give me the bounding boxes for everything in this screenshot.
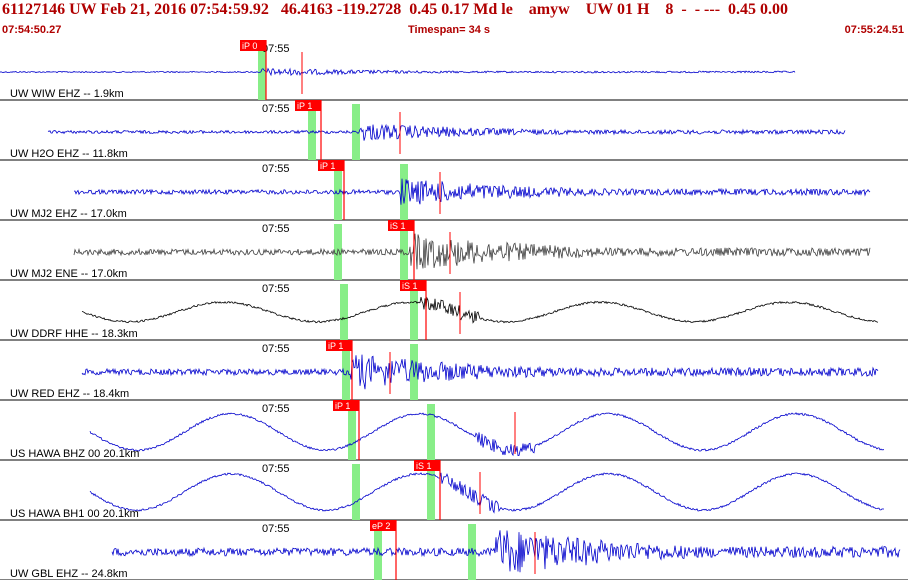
phase-pick-marker[interactable]: iP 1 (326, 340, 353, 400)
phase-pick-marker[interactable]: iP 0 (240, 40, 267, 100)
pick-label: iS 1 (390, 221, 406, 231)
phase-window (410, 284, 418, 340)
phase-window (468, 524, 476, 580)
time-tick-label: 07:55 (262, 163, 290, 175)
start-time: 07:54:50.27 (2, 24, 62, 36)
phase-pick-marker[interactable]: iP 1 (333, 400, 360, 460)
time-tick-label: 07:55 (262, 403, 290, 415)
channel-label: UW MJ2 ENE -- 17.0km (10, 268, 127, 280)
phase-window (374, 524, 382, 580)
trace-row[interactable]: 07:55 iP 1 UW H2O EHZ -- 11.8km (0, 100, 908, 161)
time-tick-label: 07:55 (262, 43, 290, 55)
seismogram-panel[interactable]: 07:55 iP 0 UW WIW EHZ -- 1.9km 07:55 iP 1 UW … (0, 38, 908, 580)
time-tick-label: 07:55 (262, 223, 290, 235)
pick-label: iS 1 (416, 461, 432, 471)
waveform-trace (47, 123, 846, 141)
phase-pick-marker[interactable]: iP 1 (318, 160, 345, 220)
waveform-trace (81, 296, 879, 324)
phase-pick-marker[interactable]: iS 1 (400, 280, 427, 340)
pick-label: iS 1 (402, 281, 418, 291)
time-tick-label: 07:55 (262, 103, 290, 115)
pick-label: iP 0 (242, 41, 257, 51)
time-tick-label: 07:55 (262, 463, 290, 475)
waveform-trace (73, 233, 871, 270)
trace-row[interactable]: 07:55 iP 1 US HAWA BHZ 00 20.1km (0, 400, 908, 461)
channel-label: US HAWA BHZ 00 20.1km (10, 448, 139, 460)
pick-label: eP 2 (372, 521, 390, 531)
phase-pick-marker[interactable]: iS 1 (414, 460, 441, 520)
trace-row[interactable]: 07:55 iS 1 UW MJ2 ENE -- 17.0km (0, 220, 908, 281)
channel-label: UW RED EHZ -- 18.4km (10, 388, 129, 400)
trace-row[interactable]: 07:55 iS 1 UW DDRF HHE -- 18.3km (0, 280, 908, 341)
phase-window (352, 464, 360, 520)
event-title: 61127146 UW Feb 21, 2016 07:54:59.92 46.… (2, 1, 789, 18)
trace-row[interactable]: 07:55 eP 2 UW GBL EHZ -- 24.8km (0, 520, 908, 580)
waveform-trace (89, 472, 884, 514)
phase-window (340, 284, 348, 340)
channel-label: UW MJ2 EHZ -- 17.0km (10, 208, 127, 220)
header-bar: 61127146 UW Feb 21, 2016 07:54:59.92 46.… (0, 0, 908, 38)
trace-row[interactable]: 07:55 iP 0 UW WIW EHZ -- 1.9km (0, 40, 908, 101)
time-tick-label: 07:55 (262, 523, 290, 535)
waveform-trace (111, 530, 901, 573)
phase-pick-marker[interactable]: iS 1 (388, 220, 415, 280)
phase-pick-marker[interactable]: eP 2 (370, 520, 397, 580)
phase-window (258, 44, 266, 100)
timespan-label: Timespan= 34 s (408, 24, 491, 36)
phase-window (348, 404, 356, 460)
pick-label: iP 1 (297, 101, 312, 111)
phase-window (400, 164, 408, 220)
waveform-trace (73, 178, 871, 205)
phase-window (400, 224, 408, 280)
waveform-trace (81, 354, 879, 390)
phase-window (427, 464, 435, 520)
channel-label: US HAWA BH1 00 20.1km (10, 508, 139, 520)
trace-row[interactable]: 07:55 iP 1 UW MJ2 EHZ -- 17.0km (0, 160, 908, 221)
waveform-trace (89, 412, 885, 457)
channel-label: UW WIW EHZ -- 1.9km (10, 88, 124, 100)
phase-window (334, 224, 342, 280)
phase-window (342, 344, 350, 400)
channel-label: UW DDRF HHE -- 18.3km (10, 328, 138, 340)
phase-pick-marker[interactable]: iP 1 (295, 100, 322, 160)
channel-label: UW GBL EHZ -- 24.8km (10, 568, 128, 580)
trace-row[interactable]: 07:55 iS 1 US HAWA BH1 00 20.1km (0, 460, 908, 521)
pick-label: iP 1 (335, 401, 350, 411)
channel-label: UW H2O EHZ -- 11.8km (10, 148, 128, 160)
trace-row[interactable]: 07:55 iP 1 UW RED EHZ -- 18.4km (0, 340, 908, 401)
phase-window (427, 404, 435, 460)
end-time: 07:55:24.51 (844, 24, 904, 36)
time-tick-label: 07:55 (262, 283, 290, 295)
phase-window (334, 164, 342, 220)
waveform-trace (0, 67, 796, 77)
pick-label: iP 1 (320, 161, 335, 171)
time-tick-label: 07:55 (262, 343, 290, 355)
pick-label: iP 1 (328, 341, 343, 351)
